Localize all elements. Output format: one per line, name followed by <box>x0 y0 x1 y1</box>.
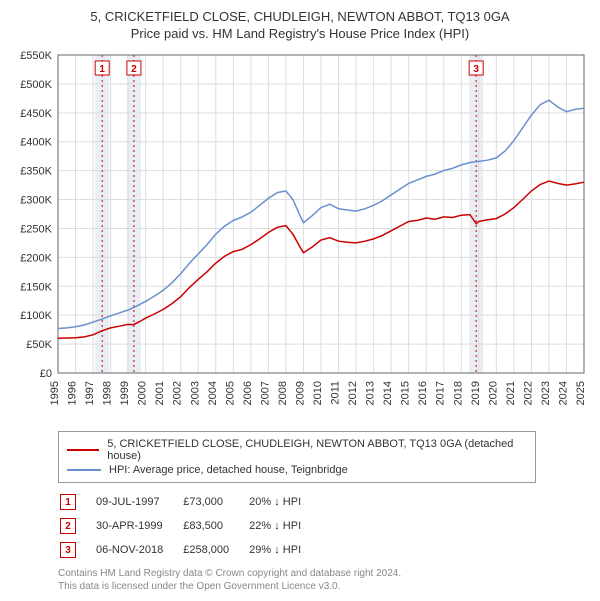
svg-text:2012: 2012 <box>347 381 359 405</box>
svg-text:2002: 2002 <box>172 381 184 405</box>
svg-text:2023: 2023 <box>540 381 552 405</box>
svg-text:£400K: £400K <box>20 137 52 149</box>
sale-diff: 22% ↓ HPI <box>249 515 319 537</box>
footnote-line-1: Contains HM Land Registry data © Crown c… <box>58 568 401 579</box>
svg-text:1998: 1998 <box>102 381 114 405</box>
sale-diff: 20% ↓ HPI <box>249 491 319 513</box>
sale-marker-3: 3 <box>60 542 76 558</box>
chart-svg: £0 £50K £100K £150K £200K £250K £300K £350K £400… <box>8 47 592 427</box>
svg-text:2018: 2018 <box>452 381 464 405</box>
svg-text:2006: 2006 <box>242 381 254 405</box>
svg-text:1995: 1995 <box>49 381 61 405</box>
svg-text:£150K: £150K <box>20 281 52 293</box>
svg-text:£200K: £200K <box>20 253 52 265</box>
svg-text:2010: 2010 <box>312 381 324 405</box>
legend-swatch-hpi <box>67 469 101 471</box>
sale-date: 30-APR-1999 <box>96 515 181 537</box>
svg-text:£300K: £300K <box>20 195 52 207</box>
table-row: 1 09-JUL-1997 £73,000 20% ↓ HPI <box>60 491 319 513</box>
svg-text:£500K: £500K <box>20 79 52 91</box>
svg-text:2013: 2013 <box>365 381 377 405</box>
svg-text:2007: 2007 <box>259 381 271 405</box>
legend-item-property: 5, CRICKETFIELD CLOSE, CHUDLEIGH, NEWTON… <box>67 438 527 462</box>
svg-text:2022: 2022 <box>522 381 534 405</box>
svg-text:£0: £0 <box>40 368 52 380</box>
sale-price: £73,000 <box>183 491 247 513</box>
svg-text:2000: 2000 <box>137 381 149 405</box>
svg-text:2004: 2004 <box>207 381 219 405</box>
legend-item-hpi: HPI: Average price, detached house, Teig… <box>67 464 527 476</box>
svg-text:2016: 2016 <box>417 381 429 405</box>
svg-text:1996: 1996 <box>67 381 79 405</box>
table-row: 3 06-NOV-2018 £258,000 29% ↓ HPI <box>60 539 319 561</box>
footnote-line-2: This data is licensed under the Open Gov… <box>58 581 340 592</box>
legend-label-hpi: HPI: Average price, detached house, Teig… <box>109 464 348 476</box>
svg-text:£550K: £550K <box>20 50 52 62</box>
legend-swatch-property <box>67 449 99 451</box>
svg-text:2025: 2025 <box>575 381 587 405</box>
svg-text:2009: 2009 <box>294 381 306 405</box>
svg-text:£50K: £50K <box>26 339 52 351</box>
table-row: 2 30-APR-1999 £83,500 22% ↓ HPI <box>60 515 319 537</box>
svg-text:2020: 2020 <box>487 381 499 405</box>
legend-label-property: 5, CRICKETFIELD CLOSE, CHUDLEIGH, NEWTON… <box>107 438 527 462</box>
svg-text:2001: 2001 <box>154 381 166 405</box>
footnote: Contains HM Land Registry data © Crown c… <box>58 567 592 593</box>
svg-text:2021: 2021 <box>505 381 517 405</box>
svg-text:3: 3 <box>473 64 479 75</box>
sale-diff: 29% ↓ HPI <box>249 539 319 561</box>
svg-text:2011: 2011 <box>330 381 342 405</box>
svg-text:£100K: £100K <box>20 310 52 322</box>
svg-text:2024: 2024 <box>557 381 569 405</box>
svg-text:£250K: £250K <box>20 224 52 236</box>
svg-text:1: 1 <box>99 64 105 75</box>
svg-text:2008: 2008 <box>277 381 289 405</box>
sale-marker-2: 2 <box>60 518 76 534</box>
sale-price: £83,500 <box>183 515 247 537</box>
sale-price: £258,000 <box>183 539 247 561</box>
svg-text:1999: 1999 <box>119 381 131 405</box>
svg-text:£350K: £350K <box>20 166 52 178</box>
chart-subtitle: Price paid vs. HM Land Registry's House … <box>8 26 592 41</box>
sale-date: 06-NOV-2018 <box>96 539 181 561</box>
svg-text:2017: 2017 <box>435 381 447 405</box>
legend: 5, CRICKETFIELD CLOSE, CHUDLEIGH, NEWTON… <box>58 431 536 483</box>
svg-text:2015: 2015 <box>400 381 412 405</box>
svg-text:2: 2 <box>131 64 137 75</box>
chart-title: 5, CRICKETFIELD CLOSE, CHUDLEIGH, NEWTON… <box>8 8 592 26</box>
svg-text:2005: 2005 <box>224 381 236 405</box>
sale-marker-1: 1 <box>60 494 76 510</box>
svg-text:2014: 2014 <box>382 381 394 405</box>
sales-table: 1 09-JUL-1997 £73,000 20% ↓ HPI 2 30-APR… <box>58 489 321 563</box>
sale-date: 09-JUL-1997 <box>96 491 181 513</box>
svg-text:2003: 2003 <box>189 381 201 405</box>
chart-area: £0 £50K £100K £150K £200K £250K £300K £350K £400… <box>8 47 592 427</box>
svg-text:2019: 2019 <box>470 381 482 405</box>
svg-text:£450K: £450K <box>20 108 52 120</box>
svg-text:1997: 1997 <box>84 381 96 405</box>
